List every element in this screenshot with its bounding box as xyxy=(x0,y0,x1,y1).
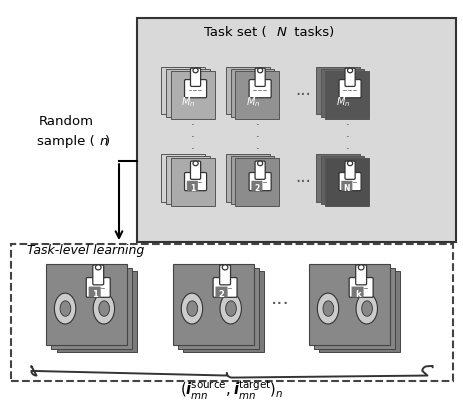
Bar xyxy=(325,71,369,119)
FancyBboxPatch shape xyxy=(184,173,206,191)
Text: 1: 1 xyxy=(92,290,97,299)
Text: 1: 1 xyxy=(189,184,194,193)
Bar xyxy=(161,66,205,115)
Bar xyxy=(320,156,363,204)
FancyBboxPatch shape xyxy=(344,161,354,179)
Text: $M_n$: $M_n$ xyxy=(245,95,259,109)
Bar xyxy=(315,66,359,115)
FancyBboxPatch shape xyxy=(215,287,227,298)
Polygon shape xyxy=(225,301,236,316)
Polygon shape xyxy=(99,301,109,316)
Circle shape xyxy=(193,161,198,166)
Text: sample (: sample ( xyxy=(37,135,94,148)
Polygon shape xyxy=(60,301,71,316)
FancyBboxPatch shape xyxy=(213,278,237,297)
Bar xyxy=(325,158,369,206)
FancyBboxPatch shape xyxy=(190,161,200,179)
Circle shape xyxy=(222,265,227,270)
Bar xyxy=(308,264,389,345)
Text: N: N xyxy=(343,184,350,193)
Bar xyxy=(225,154,269,201)
FancyBboxPatch shape xyxy=(341,181,351,191)
Polygon shape xyxy=(181,293,202,324)
Text: tasks): tasks) xyxy=(289,26,333,39)
FancyBboxPatch shape xyxy=(355,265,366,285)
Polygon shape xyxy=(219,293,241,324)
Bar xyxy=(225,66,269,115)
Text: ·
·
·: · · · xyxy=(190,119,194,156)
Polygon shape xyxy=(54,293,75,324)
Bar xyxy=(313,268,394,349)
Bar xyxy=(56,271,137,352)
Polygon shape xyxy=(93,293,114,324)
FancyBboxPatch shape xyxy=(344,68,354,87)
Bar xyxy=(11,244,452,381)
FancyBboxPatch shape xyxy=(348,278,372,297)
FancyBboxPatch shape xyxy=(88,287,100,298)
FancyBboxPatch shape xyxy=(251,181,262,191)
Bar xyxy=(170,71,214,119)
Polygon shape xyxy=(355,293,376,324)
Text: Random: Random xyxy=(38,115,93,128)
FancyBboxPatch shape xyxy=(255,161,265,179)
FancyBboxPatch shape xyxy=(190,68,200,87)
Bar xyxy=(166,156,209,204)
Bar xyxy=(235,71,279,119)
Text: Task-level learning: Task-level learning xyxy=(27,244,144,257)
Text: $N$: $N$ xyxy=(275,26,287,39)
Circle shape xyxy=(357,265,363,270)
FancyBboxPatch shape xyxy=(184,79,206,98)
Bar xyxy=(170,158,214,206)
Text: k: k xyxy=(354,290,360,299)
Bar xyxy=(173,264,253,345)
Text: ·
·
·: · · · xyxy=(255,119,259,156)
Polygon shape xyxy=(317,293,338,324)
FancyBboxPatch shape xyxy=(219,265,230,285)
Polygon shape xyxy=(322,301,333,316)
Text: ···: ··· xyxy=(270,295,289,314)
Text: 2: 2 xyxy=(218,290,224,299)
Text: $(\boldsymbol{i}_{mn}^{\mathrm{source}},\boldsymbol{i}_{mn}^{\mathrm{target}})_n: $(\boldsymbol{i}_{mn}^{\mathrm{source}},… xyxy=(180,379,283,403)
Bar xyxy=(166,69,209,117)
Circle shape xyxy=(257,161,262,166)
Bar xyxy=(315,154,359,201)
Text: $M_n$: $M_n$ xyxy=(181,95,195,109)
FancyBboxPatch shape xyxy=(249,173,270,191)
Bar xyxy=(230,156,274,204)
FancyBboxPatch shape xyxy=(255,68,265,87)
Bar xyxy=(230,69,274,117)
FancyBboxPatch shape xyxy=(187,181,197,191)
Text: ): ) xyxy=(105,135,110,148)
Circle shape xyxy=(347,68,352,73)
Bar xyxy=(46,264,127,345)
FancyBboxPatch shape xyxy=(93,265,103,285)
Circle shape xyxy=(257,68,262,73)
Bar xyxy=(183,271,263,352)
FancyBboxPatch shape xyxy=(351,287,363,298)
Circle shape xyxy=(347,161,352,166)
Polygon shape xyxy=(361,301,372,316)
Text: ···: ··· xyxy=(295,86,311,104)
Bar xyxy=(320,69,363,117)
Bar xyxy=(235,158,279,206)
Text: $n$: $n$ xyxy=(99,135,108,148)
Bar xyxy=(51,268,132,349)
Bar xyxy=(178,268,258,349)
Text: 2: 2 xyxy=(254,184,259,193)
FancyBboxPatch shape xyxy=(338,173,360,191)
Text: Task set (: Task set ( xyxy=(204,26,266,39)
Circle shape xyxy=(95,265,101,270)
FancyBboxPatch shape xyxy=(86,278,110,297)
FancyBboxPatch shape xyxy=(249,79,270,98)
Polygon shape xyxy=(187,301,197,316)
Text: ···: ··· xyxy=(295,173,311,191)
FancyBboxPatch shape xyxy=(338,79,360,98)
Bar xyxy=(319,271,399,352)
Circle shape xyxy=(193,68,198,73)
Bar xyxy=(161,154,205,201)
Bar xyxy=(137,18,455,242)
Text: $M_n$: $M_n$ xyxy=(335,95,349,109)
Text: ·
·
·: · · · xyxy=(344,119,349,156)
